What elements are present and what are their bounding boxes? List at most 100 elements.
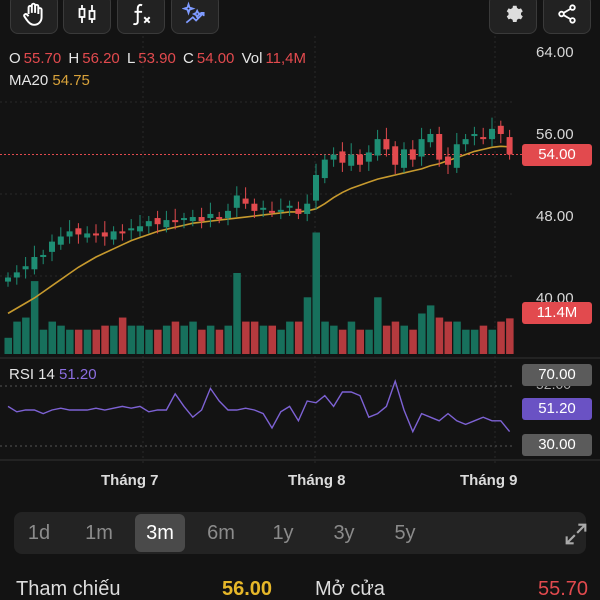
volume-bar	[312, 232, 320, 354]
volume-bar	[426, 305, 435, 354]
volume-bar	[277, 329, 285, 354]
candle-body	[374, 139, 381, 156]
candle-body	[31, 257, 38, 270]
volume-bar	[224, 325, 232, 354]
volume-bar	[39, 329, 48, 354]
volume-bar	[48, 321, 56, 354]
candle-body	[242, 198, 249, 204]
candle-body	[216, 217, 223, 220]
candle-body	[110, 231, 117, 240]
volume-bar	[74, 329, 83, 354]
volume-bar	[497, 321, 505, 354]
range-1m[interactable]: 1m	[85, 522, 113, 544]
fx-icon[interactable]	[117, 0, 165, 34]
range-5y[interactable]: 5y	[394, 522, 416, 544]
expand-icon[interactable]	[562, 520, 590, 548]
volume-bar	[66, 329, 74, 354]
candle-body	[75, 228, 82, 235]
volume-bar	[83, 329, 92, 354]
volume-value: 11,4M	[265, 50, 307, 67]
candle-body	[295, 208, 302, 214]
ai-spark-icon[interactable]	[171, 0, 219, 34]
candle-body	[119, 231, 126, 234]
close-label: C	[183, 50, 194, 67]
volume-bar	[444, 321, 452, 354]
volume-bar	[268, 325, 276, 354]
volume-bar	[242, 321, 250, 354]
candle-body	[436, 134, 443, 160]
candle-body	[313, 175, 319, 201]
high-value: 56.20	[82, 50, 120, 67]
candle-body	[128, 228, 135, 231]
candle-body	[445, 156, 451, 165]
open-price-value: 55.70	[538, 578, 589, 600]
candle-body	[198, 217, 205, 222]
candle-body	[40, 254, 47, 257]
volume-bar	[118, 317, 127, 354]
gear-icon[interactable]	[489, 0, 537, 34]
candlestick-icon[interactable]	[63, 0, 111, 34]
range-3m[interactable]: 3m	[135, 514, 185, 552]
candle-body	[251, 203, 258, 211]
candle-body	[189, 217, 196, 222]
ma20-line	[7, 145, 510, 315]
volume-bar	[162, 325, 171, 354]
volume-bar	[453, 321, 461, 354]
range-1d[interactable]: 1d	[27, 522, 51, 544]
candle-body	[172, 220, 179, 223]
candle-body	[357, 154, 363, 165]
candle-body	[462, 139, 469, 145]
range-6m[interactable]: 6m	[207, 522, 235, 544]
month-label: Tháng 8	[288, 472, 346, 489]
volume-bar	[101, 325, 109, 354]
hand-gesture-icon[interactable]	[10, 0, 58, 34]
volume-bar	[462, 329, 470, 354]
candle-body	[418, 139, 425, 157]
candle-body	[480, 137, 487, 140]
open-price-label: Mở cửa	[315, 578, 385, 600]
candle-body	[163, 220, 170, 228]
rsi-legend: RSI 14 51.20	[9, 366, 97, 383]
reference-value: 56.00	[222, 578, 273, 600]
candle-body	[181, 218, 187, 221]
current-price-tag: 54.00	[522, 144, 592, 166]
price-axis-label: 56.00	[536, 126, 574, 143]
candle-body	[401, 149, 407, 168]
volume-bar	[171, 321, 180, 354]
volume-bar	[303, 297, 312, 354]
candle-body	[339, 151, 346, 163]
candle-body	[207, 213, 214, 219]
volume-bar	[382, 325, 391, 354]
range-1y[interactable]: 1y	[272, 522, 294, 544]
low-value: 53.90	[138, 50, 176, 67]
volume-bar	[145, 329, 153, 354]
range-3y[interactable]: 3y	[333, 522, 355, 544]
price-chart[interactable]	[0, 36, 600, 466]
ohlc-legend: O 55.70 H 56.20 L 53.90 C 54.00 Vol 11,4M	[9, 50, 309, 67]
volume-bar	[321, 321, 329, 354]
low-label: L	[126, 50, 136, 67]
candle-body	[233, 195, 240, 208]
candle-body	[286, 205, 293, 208]
range-selector: 1d 1m 3m 6m 1y 3y 5y	[14, 512, 587, 554]
current-volume-tag: 11.4M	[522, 302, 592, 324]
open-label: O	[9, 50, 21, 67]
volume-bar	[250, 321, 259, 354]
rsi-line	[7, 378, 511, 434]
volume-bar	[409, 329, 417, 354]
volume-bar	[294, 321, 303, 354]
reference-label: Tham chiếu	[16, 578, 121, 600]
volume-bar	[198, 329, 206, 354]
volume-bar	[356, 329, 364, 354]
candle-body	[348, 154, 355, 166]
volume-bar	[4, 337, 12, 354]
candle-body	[392, 146, 399, 165]
share-icon[interactable]	[543, 0, 591, 34]
volume-label: Vol	[241, 50, 263, 67]
volume-bar	[13, 321, 21, 354]
candle-body	[497, 125, 504, 134]
candle-body	[154, 218, 161, 225]
candle-body	[145, 221, 152, 227]
close-value: 54.00	[196, 50, 235, 67]
candle-body	[93, 233, 99, 236]
